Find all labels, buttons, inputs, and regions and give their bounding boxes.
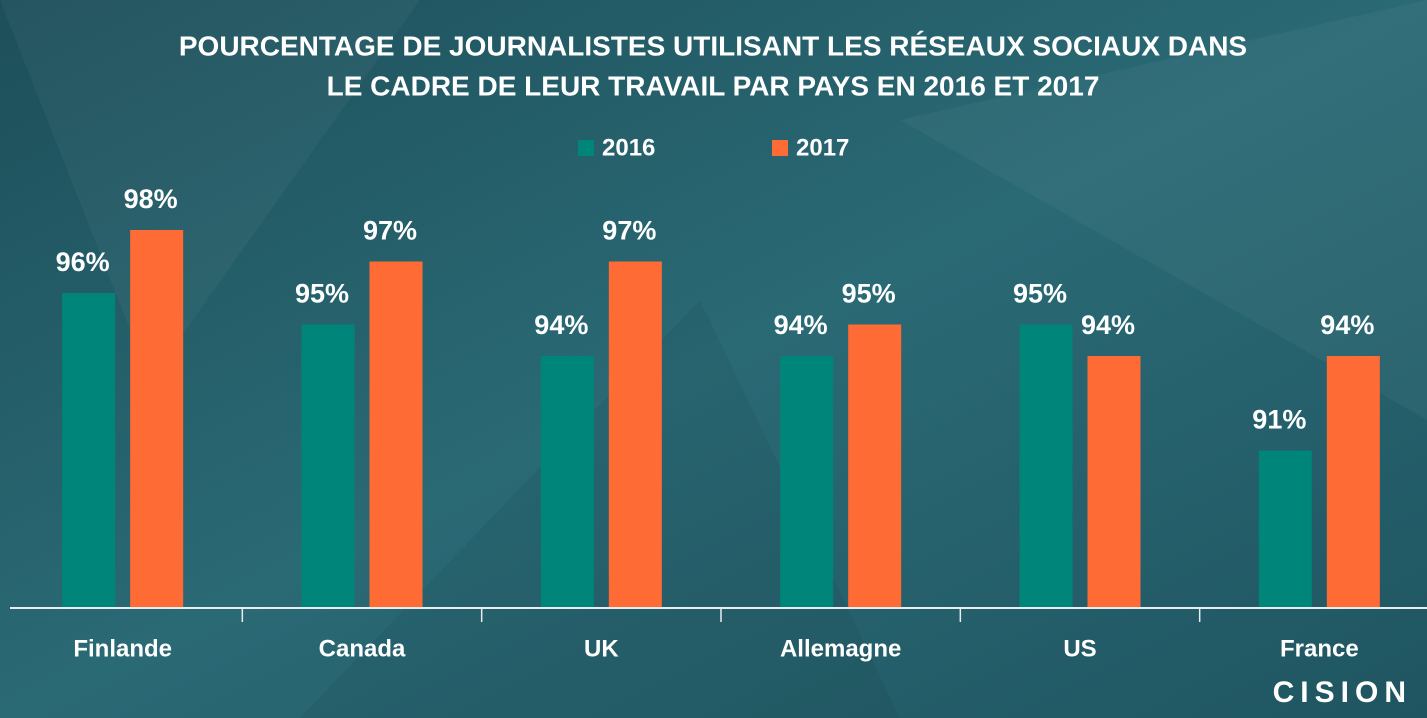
data-label: 95% (842, 279, 896, 309)
decor (300, 300, 900, 718)
data-label: 94% (1081, 310, 1135, 340)
legend-swatch (772, 140, 788, 156)
x-tick-label: France (1280, 635, 1359, 662)
data-label: 94% (774, 310, 828, 340)
x-tick-label: US (1063, 635, 1096, 662)
data-label: 98% (124, 184, 178, 214)
x-tick-label: Allemagne (780, 635, 901, 662)
data-label: 97% (363, 216, 417, 246)
data-label: 94% (534, 310, 588, 340)
decor (0, 0, 420, 380)
x-tick-label: Canada (319, 635, 406, 662)
data-label: 95% (295, 279, 349, 309)
x-tick-label: Finlande (73, 635, 172, 662)
bar (130, 230, 184, 608)
bar (540, 356, 594, 608)
bar (1019, 324, 1073, 608)
data-label: 94% (1320, 310, 1374, 340)
data-label: 96% (56, 247, 110, 277)
bar (608, 261, 662, 608)
data-label: 95% (1013, 279, 1067, 309)
logo: CISION (1273, 676, 1412, 709)
chart-title: LE CADRE DE LEUR TRAVAIL PAR PAYS EN 201… (327, 70, 1100, 101)
bar (62, 293, 116, 608)
legend-swatch (578, 140, 594, 156)
chart-title: POURCENTAGE DE JOURNALISTES UTILISANT LE… (179, 30, 1247, 61)
x-tick-label: UK (584, 635, 619, 662)
bar (301, 324, 355, 608)
data-label: 97% (602, 216, 656, 246)
bar (369, 261, 423, 608)
legend-label: 2016 (602, 134, 655, 161)
legend-label: 2017 (796, 134, 849, 161)
bar (1258, 450, 1312, 608)
bar (848, 324, 902, 608)
decor (900, 0, 1427, 420)
data-label: 91% (1252, 405, 1306, 435)
bar (1087, 356, 1141, 608)
bar (1326, 356, 1380, 608)
bar (780, 356, 834, 608)
